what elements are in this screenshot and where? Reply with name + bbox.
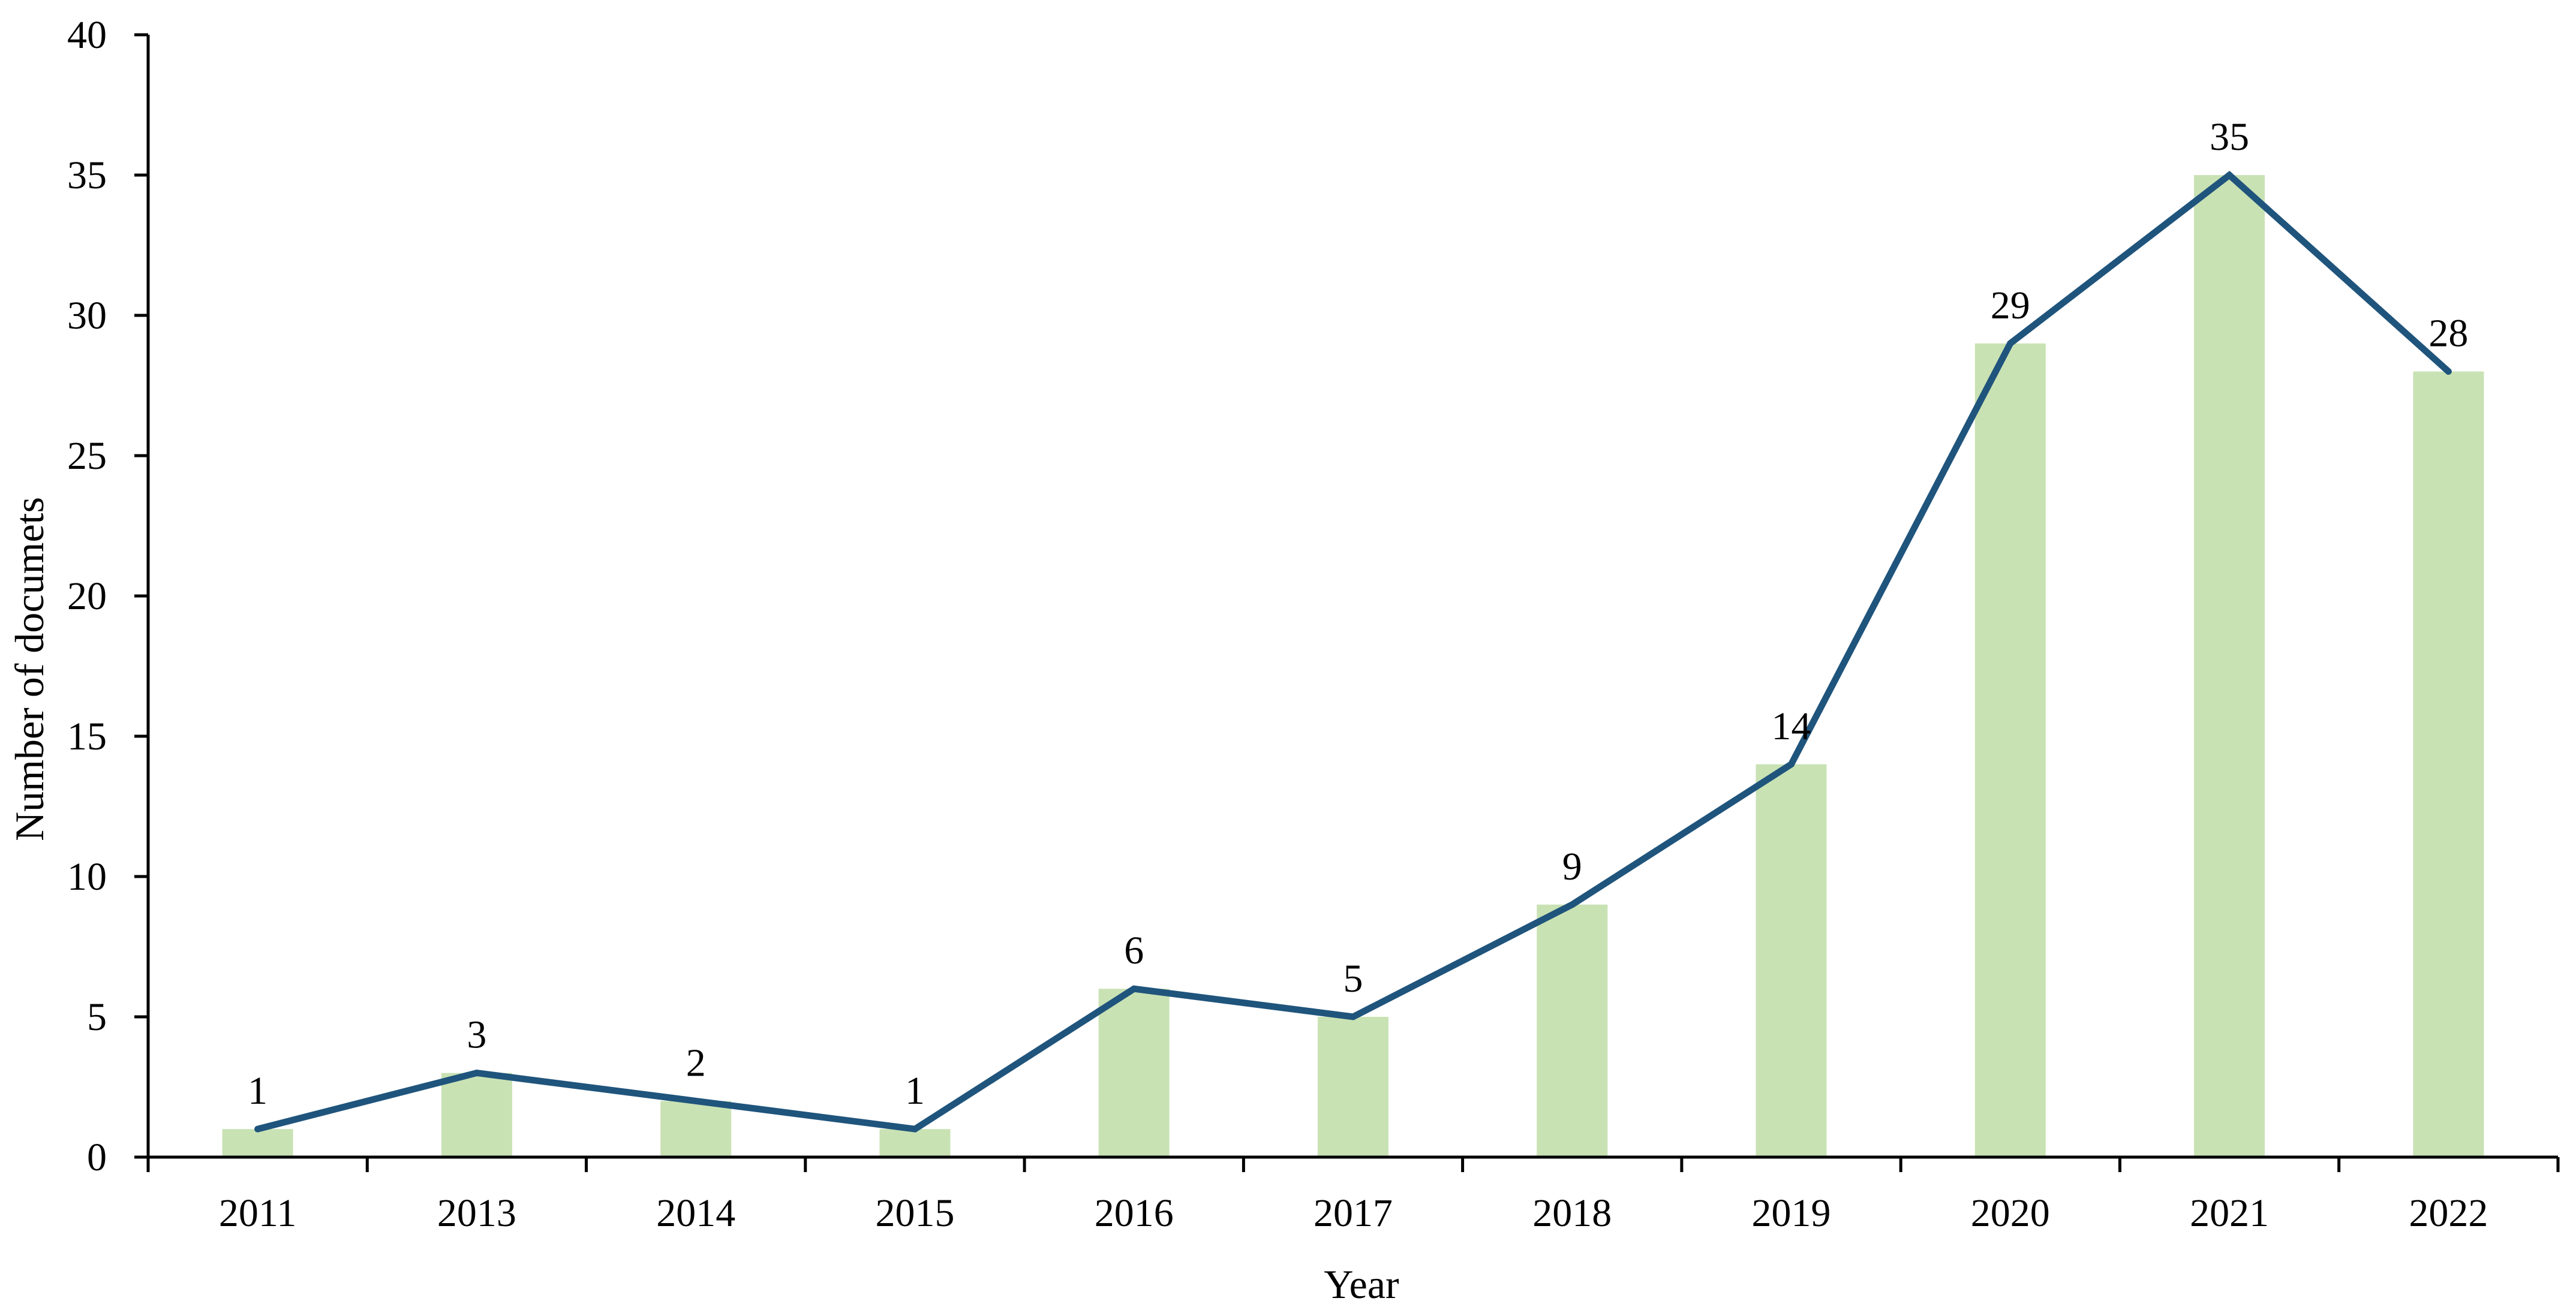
bar-2020 <box>1974 343 2046 1157</box>
y-tick-label-35: 35 <box>67 153 107 197</box>
data-label-2011: 1 <box>248 1069 267 1113</box>
data-label-2014: 2 <box>686 1041 706 1085</box>
x-axis-title: Year <box>1324 1261 1399 1307</box>
x-tick-label-2022: 2022 <box>2409 1191 2488 1235</box>
y-tick-label-20: 20 <box>67 574 107 618</box>
y-tick-label-25: 25 <box>67 434 107 478</box>
x-tick-label-2021: 2021 <box>2190 1191 2269 1235</box>
data-label-2021: 35 <box>2210 115 2249 159</box>
bars-layer <box>222 175 2484 1157</box>
y-tick-label-40: 40 <box>67 13 107 57</box>
data-label-2013: 3 <box>467 1013 486 1057</box>
data-label-2019: 14 <box>1772 704 1811 748</box>
data-label-2016: 6 <box>1124 929 1144 972</box>
bar-2014 <box>660 1101 732 1157</box>
y-tick-label-30: 30 <box>67 294 107 338</box>
y-axis-title: Number of documets <box>7 497 52 841</box>
x-tick-label-2017: 2017 <box>1313 1191 1393 1235</box>
x-tick-label-2013: 2013 <box>437 1191 516 1235</box>
x-tick-label-2020: 2020 <box>1971 1191 2050 1235</box>
y-tick-label-5: 5 <box>87 995 107 1039</box>
documents-trend-line <box>254 170 2452 1133</box>
x-tick-label-2016: 2016 <box>1095 1191 1174 1235</box>
axes-layer <box>134 33 2560 1172</box>
line-layer <box>254 170 2452 1133</box>
y-tick-label-15: 15 <box>67 715 107 758</box>
data-label-2018: 9 <box>1562 845 1582 889</box>
bar-2019 <box>1756 764 1827 1157</box>
x-tick-label-2018: 2018 <box>1532 1191 1612 1235</box>
bar-2015 <box>879 1129 951 1157</box>
data-label-2020: 29 <box>1991 284 2030 327</box>
bar-2011 <box>222 1129 293 1157</box>
bar-2021 <box>2194 175 2265 1157</box>
data-label-2015: 1 <box>905 1069 925 1113</box>
bar-2018 <box>1537 904 1608 1157</box>
y-tick-label-0: 0 <box>87 1136 107 1179</box>
axes-and-ticks <box>134 33 2560 1172</box>
bar-2022 <box>2413 371 2484 1157</box>
data-label-2017: 5 <box>1343 957 1363 1001</box>
bar-2016 <box>1098 989 1170 1157</box>
x-tick-label-2015: 2015 <box>876 1191 955 1235</box>
data-label-2022: 28 <box>2428 312 2468 356</box>
bar-2013 <box>441 1073 512 1157</box>
x-tick-label-2019: 2019 <box>1752 1191 1831 1235</box>
x-tick-label-2011: 2011 <box>219 1191 297 1235</box>
x-tick-label-2014: 2014 <box>656 1191 735 1235</box>
y-tick-label-10: 10 <box>67 855 107 899</box>
bar-2017 <box>1318 1017 1388 1157</box>
